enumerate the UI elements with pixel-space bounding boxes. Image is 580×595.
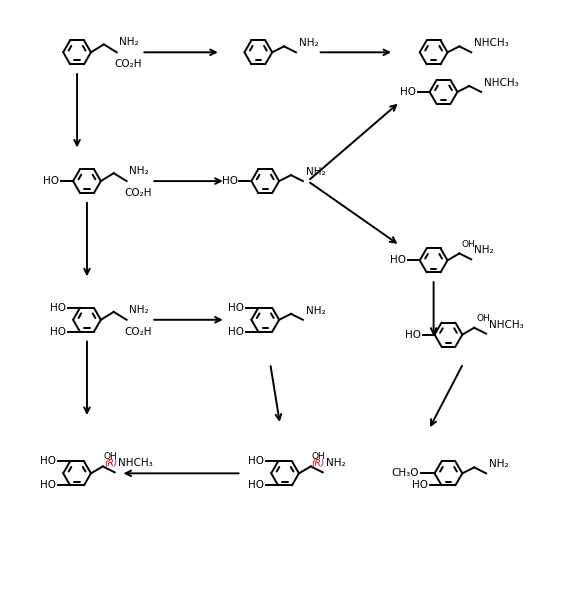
- Text: HO: HO: [248, 480, 264, 490]
- Text: HO: HO: [50, 303, 66, 313]
- Text: HO: HO: [222, 176, 237, 186]
- Text: CO₂H: CO₂H: [115, 59, 142, 69]
- Text: NH₂: NH₂: [306, 167, 325, 177]
- Text: NH₂: NH₂: [306, 306, 325, 316]
- Text: NH₂: NH₂: [299, 39, 318, 48]
- Text: OH: OH: [476, 314, 490, 323]
- Text: NHCH₃: NHCH₃: [118, 458, 153, 468]
- Text: HO: HO: [405, 330, 420, 340]
- Text: CH₃O: CH₃O: [392, 468, 419, 478]
- Text: HO: HO: [40, 456, 56, 466]
- Text: HO: HO: [229, 303, 244, 313]
- Text: OH: OH: [104, 452, 118, 461]
- Text: CO₂H: CO₂H: [125, 327, 152, 337]
- Text: NH₂: NH₂: [489, 459, 509, 469]
- Text: (R): (R): [104, 459, 117, 468]
- Text: HO: HO: [390, 255, 406, 265]
- Text: NHCH₃: NHCH₃: [489, 320, 524, 330]
- Text: (R): (R): [312, 459, 325, 468]
- Text: HO: HO: [44, 176, 59, 186]
- Text: NHCH₃: NHCH₃: [484, 78, 519, 88]
- Text: HO: HO: [50, 327, 66, 337]
- Text: NH₂: NH₂: [325, 458, 345, 468]
- Text: OH: OH: [312, 452, 325, 461]
- Text: NH₂: NH₂: [474, 246, 494, 255]
- Text: OH: OH: [461, 240, 475, 249]
- Text: NHCH₃: NHCH₃: [474, 39, 509, 48]
- Text: CO₂H: CO₂H: [125, 188, 152, 198]
- Text: NH₂: NH₂: [119, 37, 138, 48]
- Text: HO: HO: [40, 480, 56, 490]
- Text: HO: HO: [248, 456, 264, 466]
- Text: NH₂: NH₂: [129, 305, 148, 315]
- Text: NH₂: NH₂: [129, 166, 148, 176]
- Text: HO: HO: [400, 87, 416, 97]
- Text: HO: HO: [412, 480, 427, 490]
- Text: HO: HO: [229, 327, 244, 337]
